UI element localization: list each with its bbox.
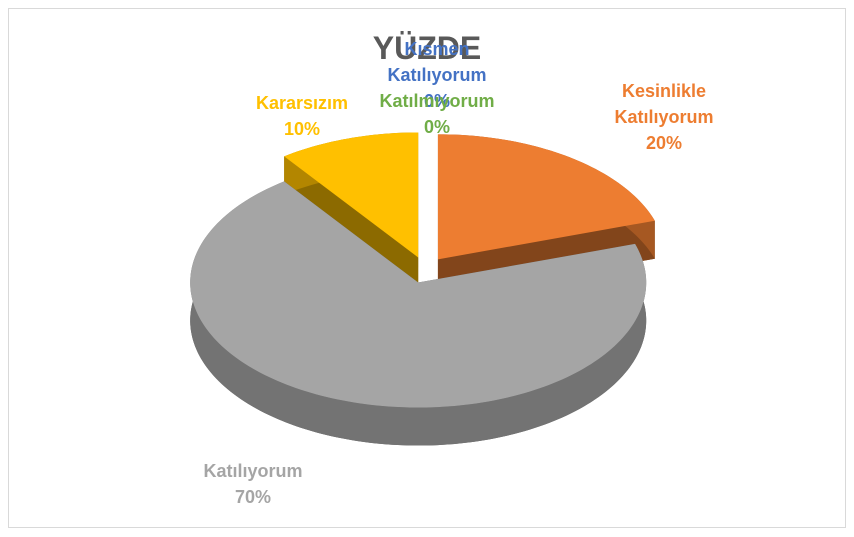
data-label: Kesinlikle Katılıyorum 20% [599,78,729,156]
slice [190,181,647,408]
category-label: Kısmen Katılıyorum [387,39,487,85]
value-label: 70% [234,487,272,507]
category-label: Kararsızım [255,93,349,113]
data-label: Kısmen Katılıyorum 0% [382,36,492,114]
data-label: Kararsızım 10% [237,90,367,142]
value-label: 20% [645,133,683,153]
category-label: Katılmıyorum [379,91,495,111]
category-label: Kesinlikle Katılıyorum [614,81,714,127]
slice [284,132,419,258]
data-label: Katılmıyorum 0% [372,88,502,140]
slice [437,134,655,260]
data-label: Katılıyorum 70% [173,458,333,510]
category-label: Katılıyorum [203,461,303,481]
chart-title: YÜZDE [372,30,482,66]
value-label: 0% [423,91,450,111]
value-label: 0% [423,117,450,137]
value-label: 10% [283,119,321,139]
